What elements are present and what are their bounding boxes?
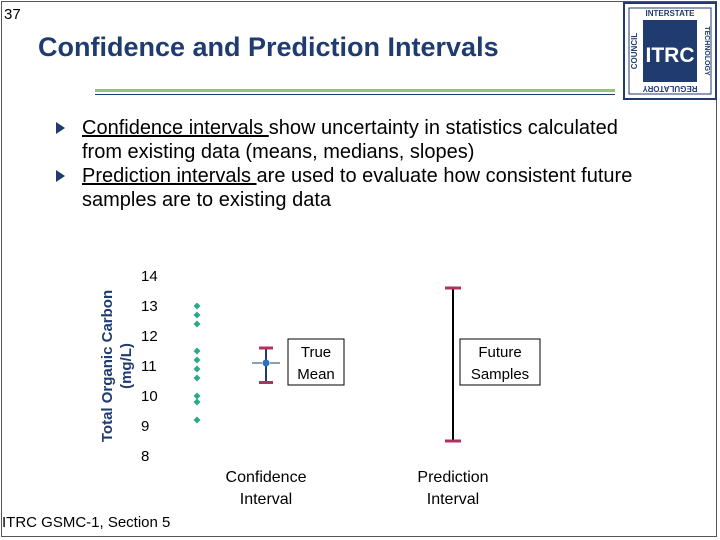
slide-number: 37: [4, 6, 21, 23]
y-tick-label: 11: [141, 358, 157, 375]
data-point: [193, 365, 201, 373]
y-tick-label: 13: [141, 298, 158, 315]
data-point: [193, 398, 201, 406]
bullet-list: Confidence intervals show uncertainty in…: [56, 116, 636, 212]
title-rule-accent: [95, 89, 615, 92]
bullet-text: show uncertainty in statistics calculate…: [82, 117, 618, 163]
prediction-interval-label: Interval: [427, 491, 479, 508]
bullet-item-prediction: Prediction intervals are used to evaluat…: [56, 164, 636, 212]
title-rule: [95, 94, 615, 95]
true-mean-point: [262, 359, 270, 367]
y-tick-label: 9: [141, 418, 149, 435]
data-point: [193, 320, 201, 328]
data-point: [193, 392, 201, 400]
future-samples-label: Samples: [471, 366, 529, 383]
y-tick-label: 14: [141, 268, 158, 285]
true-mean-box: [287, 338, 345, 386]
y-axis-label: Total Organic Carbon: [99, 290, 116, 442]
y-axis-label-unit: (mg/L): [118, 343, 135, 389]
y-tick-label: 8: [141, 448, 149, 465]
true-mean-label: Mean: [297, 366, 335, 383]
confidence-interval-label: Confidence: [226, 469, 307, 486]
bullet-arrow-icon: [56, 170, 65, 182]
slide-footer: ITRC GSMC-1, Section 5: [2, 514, 171, 531]
logo-main-text: ITRC: [646, 44, 695, 67]
bullet-term: Confidence intervals: [82, 117, 269, 139]
data-point: [193, 356, 201, 364]
prediction-interval-label: Prediction: [417, 469, 488, 486]
data-point: [193, 302, 201, 310]
future-samples-label: Future: [478, 344, 521, 361]
y-tick-label: 12: [141, 328, 158, 345]
data-point: [193, 311, 201, 319]
bullet-text: are used to evaluate how consistent futu…: [82, 165, 633, 211]
bullet-item-confidence: Confidence intervals show uncertainty in…: [56, 116, 636, 164]
true-mean-label: True: [301, 344, 331, 361]
logo-left-text: COUNCIL: [630, 33, 639, 70]
confidence-interval-label: Interval: [240, 491, 292, 508]
logo-right-text: TECHNOLOGY: [703, 26, 710, 76]
y-tick-label: 10: [141, 388, 158, 405]
data-point: [193, 347, 201, 355]
data-point: [193, 374, 201, 382]
logo-bottom-text: REGULATORY: [642, 84, 698, 93]
itrc-logo: ITRC INTERSTATE REGULATORY COUNCIL TECHN…: [623, 2, 717, 100]
slide-title: Confidence and Prediction Intervals: [38, 32, 499, 62]
future-samples-box: [459, 338, 541, 386]
bullet-term: Prediction intervals: [82, 165, 257, 187]
bullet-arrow-icon: [56, 122, 65, 134]
logo-top-text: INTERSTATE: [645, 9, 695, 18]
data-point: [193, 416, 201, 424]
